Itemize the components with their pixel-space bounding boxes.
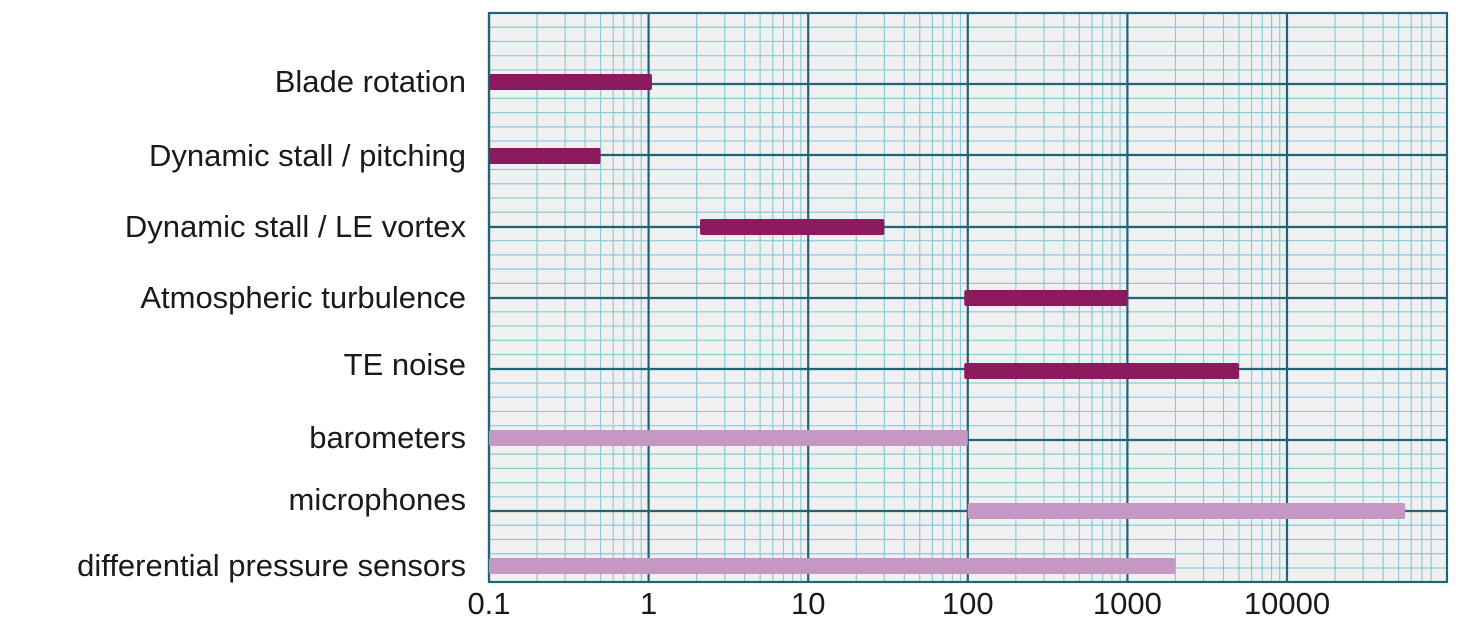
category-labels: Blade rotation Dynamic stall / pitching Dy… bbox=[77, 64, 466, 583]
category-label: barometers bbox=[309, 420, 466, 455]
range-bar-atmospheric-turbulence bbox=[964, 290, 1128, 306]
x-tick-label: 100 bbox=[942, 586, 994, 621]
x-tick-label: 1000 bbox=[1093, 586, 1162, 621]
range-bar-microphones bbox=[967, 503, 1406, 519]
x-tick-label: 10000 bbox=[1244, 586, 1330, 621]
category-label: microphones bbox=[289, 482, 466, 517]
range-bar-dynamic-stall-pitching bbox=[489, 148, 601, 164]
category-label: differential pressure sensors bbox=[77, 548, 466, 583]
range-bars bbox=[489, 74, 1406, 574]
x-tick-label: 1 bbox=[640, 586, 657, 621]
category-label: Dynamic stall / pitching bbox=[149, 138, 466, 173]
range-bar-differential-pressure-sensors bbox=[489, 558, 1176, 574]
x-tick-labels: 0.1 1 10 100 1000 10000 bbox=[467, 586, 1330, 621]
range-bar-barometers bbox=[489, 430, 968, 446]
category-label: Dynamic stall / LE vortex bbox=[125, 209, 467, 244]
x-tick-label: 0.1 bbox=[467, 586, 510, 621]
category-label: Blade rotation bbox=[275, 64, 466, 99]
x-tick-label: 10 bbox=[791, 586, 825, 621]
category-label: TE noise bbox=[344, 347, 466, 382]
range-bar-blade-rotation bbox=[489, 74, 652, 90]
category-label: Atmospheric turbulence bbox=[140, 280, 466, 315]
plot-frame bbox=[487, 11, 1449, 584]
range-bar-te-noise bbox=[964, 363, 1239, 379]
range-bar-dynamic-stall-le-vortex bbox=[700, 219, 885, 235]
